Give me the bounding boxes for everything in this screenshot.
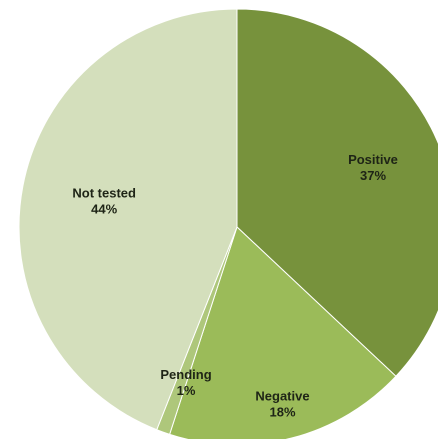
pie-slice-positive	[236, 8, 438, 377]
slice-label-not-tested: Not tested 44%	[72, 186, 136, 217]
slice-label-pending: Pending 1%	[160, 367, 211, 398]
slice-percent: 37%	[360, 168, 386, 183]
pie-slices	[18, 8, 438, 439]
slice-label-negative: Negative 18%	[255, 388, 309, 419]
pie-slice-negative	[168, 226, 397, 439]
slice-category: Pending	[160, 367, 211, 382]
slice-category: Positive	[348, 152, 398, 167]
slice-labels: Positive 37% Negative 18% Pending 1% Not teste…	[72, 152, 398, 419]
slice-percent: 1%	[177, 383, 196, 398]
slice-category: Negative	[255, 388, 309, 403]
pie-slice-not-tested	[18, 8, 238, 431]
slice-percent: 18%	[269, 404, 295, 419]
slice-category: Not tested	[72, 186, 136, 201]
slice-percent: 44%	[91, 202, 117, 217]
slice-label-positive: Positive 37%	[348, 152, 398, 183]
